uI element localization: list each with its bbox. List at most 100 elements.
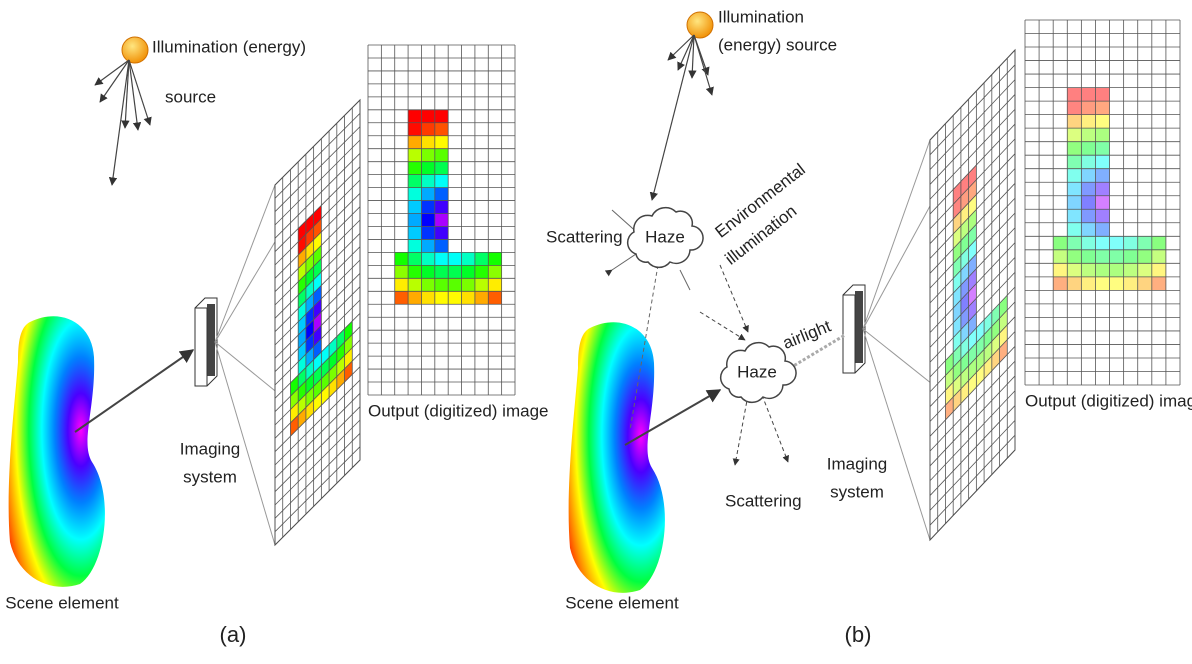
output-pixel <box>434 226 449 240</box>
projected-cell <box>953 270 961 294</box>
output-pixel <box>408 291 422 305</box>
connector <box>789 333 846 370</box>
projected-cell <box>344 361 353 383</box>
output-pixel <box>1151 263 1166 277</box>
projected-cell <box>298 287 306 309</box>
output-pixel <box>408 200 422 214</box>
projected-cell <box>968 209 977 233</box>
output-pixel <box>421 109 435 123</box>
output-pixel <box>1081 87 1096 102</box>
output-pixel <box>434 187 449 201</box>
output-pixel <box>1067 141 1082 156</box>
connector <box>862 328 931 541</box>
connector <box>274 339 361 426</box>
output-pixel <box>1095 128 1110 142</box>
label: Scattering <box>546 227 623 246</box>
projected-cell <box>305 226 314 248</box>
projected-cell <box>305 239 314 261</box>
label: Imaging <box>180 439 240 458</box>
output-pixel <box>461 278 475 292</box>
projected-cell <box>953 196 961 220</box>
projected-cell <box>305 333 314 355</box>
output-pixel <box>1095 276 1110 291</box>
connector <box>274 193 361 279</box>
projected-cell <box>313 378 322 400</box>
connector <box>929 286 1016 378</box>
output-pixel <box>434 135 449 149</box>
connector <box>679 269 691 291</box>
label: Scattering <box>725 491 802 510</box>
label: source <box>165 87 216 106</box>
connector <box>929 79 1016 170</box>
output-pixel <box>1123 263 1138 277</box>
output-pixel <box>394 278 409 292</box>
output-pixel <box>488 252 502 266</box>
output-pixel <box>1081 249 1096 264</box>
projected-cell <box>313 311 322 334</box>
projected-cell <box>321 344 330 366</box>
label: system <box>183 467 237 486</box>
output-pixel <box>421 135 435 149</box>
output-pixel <box>1067 182 1082 196</box>
projected-cell <box>968 283 977 307</box>
connector <box>274 459 361 546</box>
projected-cell <box>945 352 954 376</box>
connector <box>274 393 361 479</box>
connector <box>929 242 1016 333</box>
connector <box>94 59 130 86</box>
output-pixel <box>408 252 422 266</box>
output-pixel <box>421 291 435 305</box>
projected-cell <box>953 210 961 234</box>
output-pixel <box>421 161 435 175</box>
output-pixel <box>1151 249 1166 264</box>
projected-cell <box>313 245 322 267</box>
output-pixel <box>1137 276 1152 291</box>
projected-cell <box>290 375 299 397</box>
projected-cell <box>313 205 322 227</box>
connector <box>274 366 361 452</box>
connector <box>274 219 361 306</box>
connector <box>719 264 749 333</box>
projected-cell <box>960 365 969 389</box>
output-pixel <box>1053 236 1068 250</box>
output-pixel <box>1081 155 1096 169</box>
projected-cell <box>313 391 322 414</box>
projected-cell <box>953 329 961 353</box>
light-source <box>121 36 149 64</box>
projected-cell <box>305 359 314 381</box>
connector <box>929 331 1016 422</box>
output-pixel <box>1067 276 1082 291</box>
connector <box>274 433 361 519</box>
projected-cell <box>298 260 306 282</box>
output-pixel <box>1095 263 1110 277</box>
label: system <box>830 482 884 501</box>
connector <box>649 34 695 201</box>
projected-cell <box>953 240 961 264</box>
output-pixel <box>434 278 449 292</box>
projected-cell <box>999 310 1008 334</box>
connector <box>274 113 361 199</box>
projected-cell <box>968 268 977 292</box>
output-pixel <box>434 252 449 266</box>
projected-cell <box>298 380 306 402</box>
projected-cell <box>960 247 969 271</box>
output-pixel <box>1095 195 1110 210</box>
projected-cell <box>313 271 322 294</box>
projected-cell <box>976 334 985 358</box>
output-pixel <box>1067 236 1082 250</box>
projected-cell <box>329 336 337 358</box>
output-pixel <box>1067 128 1082 142</box>
projected-cell <box>953 255 961 279</box>
projected-cell <box>976 349 985 373</box>
connector <box>929 153 1016 244</box>
projected-cell <box>313 365 322 387</box>
connector <box>274 286 361 372</box>
projected-cell <box>960 336 969 360</box>
projected-cell <box>313 298 322 320</box>
projected-cell <box>305 279 314 301</box>
connector <box>274 326 361 412</box>
projected-cell <box>313 285 322 307</box>
projected-cell <box>960 173 969 197</box>
connector <box>274 179 361 266</box>
projected-cell <box>960 321 969 345</box>
